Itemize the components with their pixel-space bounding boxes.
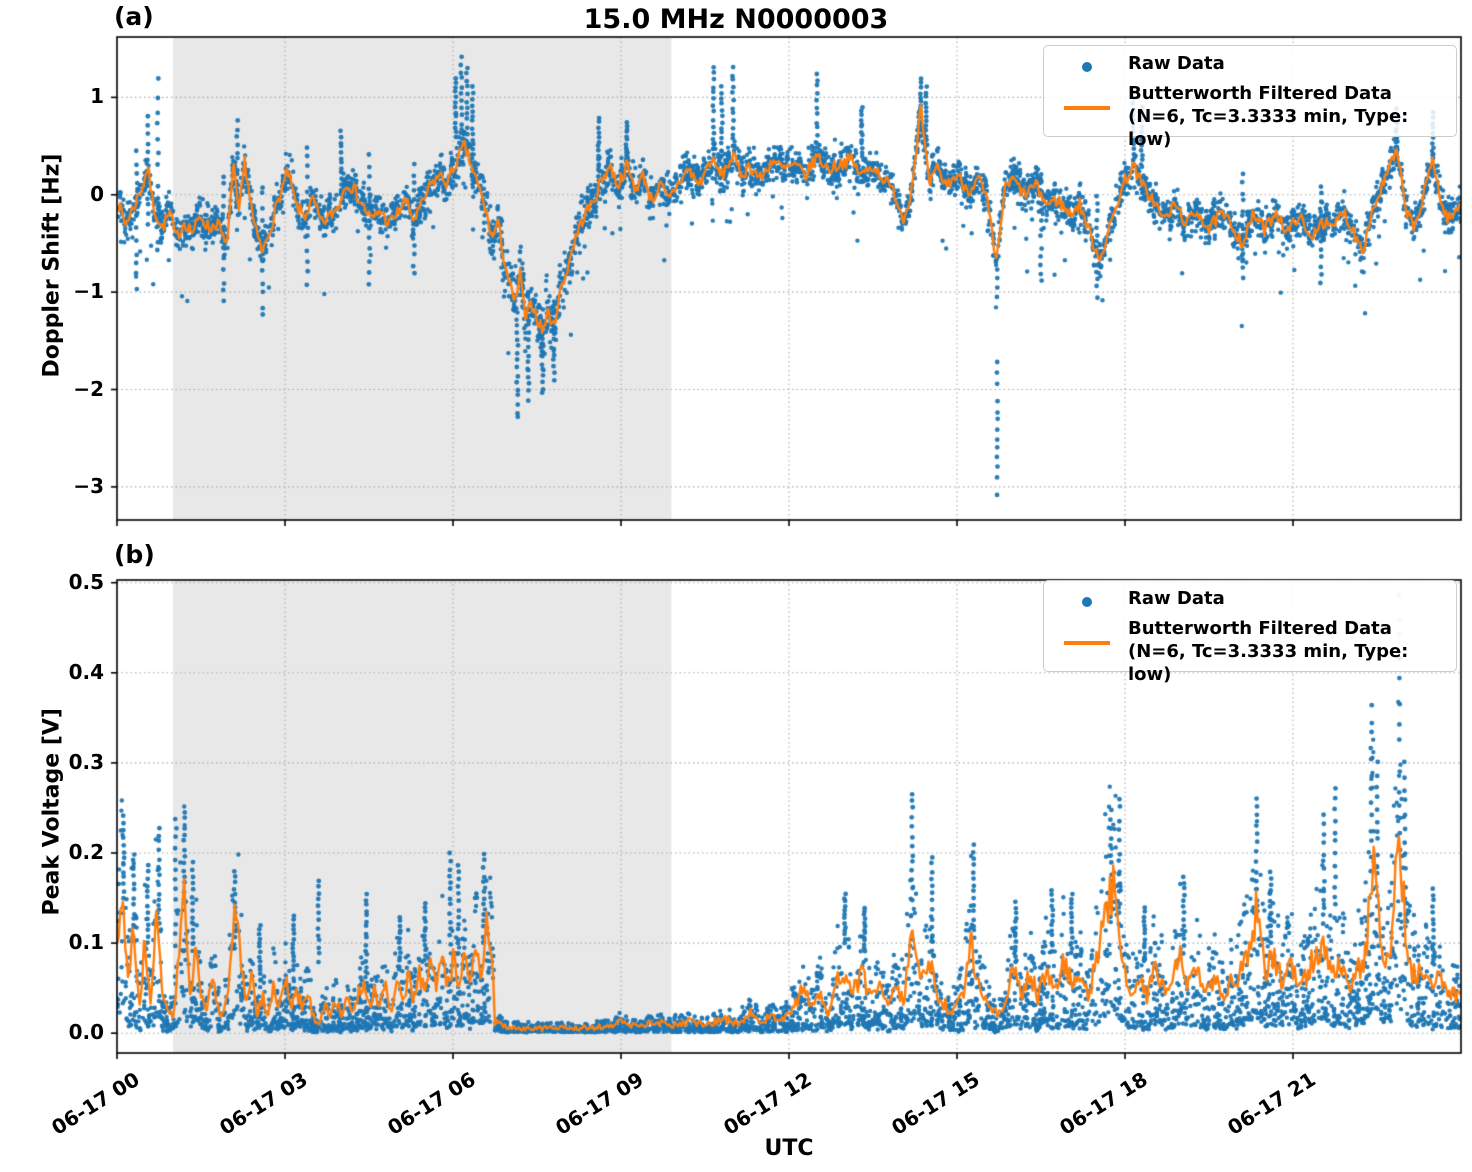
- legend-filtered-marker-line: [1064, 106, 1110, 110]
- y-tick-label: 1: [90, 84, 104, 109]
- legend-filtered-marker-line: [1064, 641, 1110, 645]
- legend-filtered-label: Butterworth Filtered Data (N=6, Tc=3.3333…: [1128, 617, 1456, 686]
- y-tick-label: −1: [73, 279, 104, 304]
- legend-filtered-label-line2: (N=6, Tc=3.3333 min, Type: low): [1128, 641, 1409, 685]
- legend-panel-a: Raw Data Butterworth Filtered Data (N=6, …: [1043, 45, 1457, 150]
- x-axis-label: UTC: [764, 1136, 814, 1161]
- y-tick-label: 0.0: [68, 1020, 104, 1045]
- legend-panel-b: Raw Data Butterworth Filtered Data (N=6, …: [1043, 580, 1457, 685]
- y-tick-label: 0.5: [68, 569, 104, 594]
- panel-b-tag: (b): [114, 540, 155, 569]
- legend-raw-label: Raw Data: [1128, 53, 1225, 74]
- y-axis-label-doppler: Doppler Shift [Hz]: [39, 153, 65, 378]
- y-tick-label: −3: [73, 473, 104, 498]
- figure-title: 15.0 MHz N0000003: [583, 4, 889, 35]
- panel-a-tag: (a): [114, 2, 154, 31]
- legend-raw-label: Raw Data: [1128, 588, 1225, 609]
- y-tick-label: 0: [90, 181, 104, 206]
- y-tick-label: 0.1: [68, 930, 104, 955]
- legend-filtered-label: Butterworth Filtered Data (N=6, Tc=3.3333…: [1128, 82, 1456, 151]
- y-tick-label: 0.2: [68, 839, 104, 864]
- y-tick-label: 0.4: [68, 659, 104, 684]
- legend-filtered-label-line2: (N=6, Tc=3.3333 min, Type: low): [1128, 106, 1409, 150]
- legend-raw-marker-dot: [1082, 62, 1092, 72]
- y-tick-label: 0.3: [68, 749, 104, 774]
- y-axis-label-voltage: Peak Voltage [V]: [39, 708, 65, 916]
- y-tick-label: −2: [73, 376, 104, 401]
- legend-filtered-label-line1: Butterworth Filtered Data: [1128, 618, 1392, 639]
- legend-filtered-label-line1: Butterworth Filtered Data: [1128, 83, 1392, 104]
- legend-raw-marker-dot: [1082, 597, 1092, 607]
